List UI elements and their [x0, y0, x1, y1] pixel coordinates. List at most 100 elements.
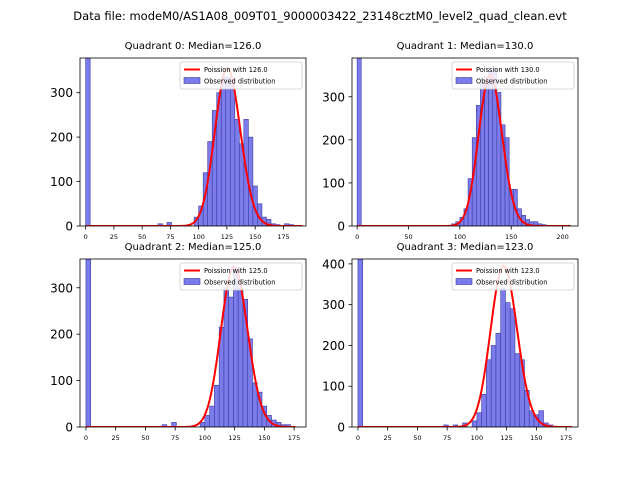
x-tick-label: 75	[166, 233, 174, 241]
x-tick-label: 150	[258, 434, 270, 442]
x-tick-label: 150	[530, 434, 542, 442]
x-tick-label: 25	[110, 233, 118, 241]
x-tick-label: 50	[413, 434, 421, 442]
legend-1: Poission with 130.0 Observed distribution	[451, 61, 575, 90]
histogram-bar[interactable]	[484, 77, 489, 226]
legend-label-observed: Observed distribution	[476, 279, 547, 287]
histogram-bar[interactable]	[229, 83, 236, 226]
plot-area-1	[356, 58, 571, 226]
figure-suptitle: Data file: modeM0/AS1A08_009T01_90000034…	[73, 9, 567, 23]
x-tick-label: 75	[443, 434, 451, 442]
legend-bar-swatch	[455, 77, 473, 84]
legend-label-fit: Poission with 126.0	[204, 66, 268, 74]
poisson-fit-line	[357, 264, 573, 427]
histogram-bar[interactable]	[237, 287, 244, 427]
histogram-bar[interactable]	[495, 332, 501, 427]
subplot-title-2: Quadrant 2: Median=125.0	[125, 242, 262, 253]
histogram-bar[interactable]	[505, 302, 511, 427]
legend-label-observed: Observed distribution	[204, 279, 275, 287]
histogram-bar[interactable]	[85, 58, 91, 226]
y-tick-label: 0	[337, 421, 345, 435]
y-tick-label: 0	[337, 220, 345, 234]
histogram-bar[interactable]	[204, 415, 210, 427]
legend-label-fit: Poission with 125.0	[204, 267, 268, 275]
x-tick-label: 100	[454, 233, 466, 241]
y-tick-label: 100	[322, 176, 345, 190]
x-tick-label: 175	[288, 434, 300, 442]
histogram-bar[interactable]	[85, 259, 92, 427]
histogram-bar[interactable]	[161, 424, 168, 427]
y-tick-label: 0	[65, 220, 73, 234]
histogram-bar[interactable]	[209, 405, 215, 427]
y-tick-label: 300	[50, 281, 73, 295]
legend-bar-swatch	[183, 77, 201, 84]
x-tick-label: 0	[356, 434, 360, 442]
axes-frame-0	[79, 57, 307, 227]
histogram-bar[interactable]	[171, 422, 177, 427]
y-tick-label: 300	[50, 86, 73, 100]
x-tick-label: 125	[228, 434, 240, 442]
histogram-bar[interactable]	[233, 268, 239, 427]
histogram-bar[interactable]	[490, 345, 497, 427]
x-tick-label: 50	[404, 233, 412, 241]
x-tick-label: 0	[84, 434, 88, 442]
subplot-quadrant-1: Quadrant 1: Median=130.0 0 50 100 150 200 0 100…	[322, 41, 579, 241]
y-tick-label: 100	[50, 374, 73, 388]
x-tick-label: 25	[384, 434, 392, 442]
y-tick-label: 200	[50, 328, 73, 342]
x-tick-label: 100	[199, 434, 211, 442]
subplot-quadrant-3: Quadrant 3: Median=123.0 0 25 50 75 100 125 150…	[322, 242, 579, 442]
histogram-bar[interactable]	[356, 58, 362, 226]
legend-label-observed: Observed distribution	[204, 78, 275, 86]
histogram-bar[interactable]	[199, 422, 206, 427]
histogram-bar[interactable]	[500, 288, 506, 427]
x-tick-label: 0	[355, 233, 359, 241]
y-tick-label: 200	[50, 131, 73, 145]
subplot-title-1: Quadrant 1: Median=130.0	[397, 41, 534, 52]
y-tick-label: 100	[50, 175, 73, 189]
legend-label-observed: Observed distribution	[476, 78, 547, 86]
histogram-bar[interactable]	[228, 296, 234, 427]
y-tick-label: 200	[322, 339, 345, 353]
x-tick-label: 0	[84, 233, 88, 241]
x-tick-label: 25	[112, 434, 120, 442]
histogram-bar[interactable]	[538, 410, 544, 427]
x-tick-label: 75	[171, 434, 179, 442]
axes-frame-3	[351, 258, 579, 428]
x-tick-label: 175	[560, 434, 572, 442]
y-tick-label: 300	[322, 90, 345, 104]
x-tick-label: 175	[277, 233, 289, 241]
histogram-bar[interactable]	[486, 359, 492, 427]
histogram-bar[interactable]	[357, 259, 364, 427]
x-tick-label: 125	[500, 434, 512, 442]
histogram-bar[interactable]	[220, 76, 227, 226]
legend-box	[451, 262, 575, 291]
legend-bar-swatch	[455, 278, 473, 285]
poisson-fit-line	[85, 265, 296, 427]
legend-label-fit: Poission with 123.0	[476, 267, 540, 275]
x-tick-label: 125	[221, 233, 233, 241]
axes-frame-1	[351, 57, 579, 227]
histogram-bar[interactable]	[234, 119, 240, 226]
x-tick-label: 100	[471, 434, 483, 442]
legend-3: Poission with 123.0 Observed distribution	[451, 262, 575, 291]
subplot-grid: Quadrant 0: Median=126.0 0 25 50 75 100 125 150…	[50, 41, 579, 442]
x-tick-label: 50	[141, 434, 149, 442]
subplot-title-0: Quadrant 0: Median=126.0	[125, 41, 262, 52]
histogram-bar[interactable]	[509, 308, 516, 427]
histogram-bar[interactable]	[214, 384, 220, 427]
histogram-bar[interactable]	[471, 420, 478, 427]
y-tick-label: 300	[322, 298, 345, 312]
histogram-bar[interactable]	[225, 76, 231, 226]
y-tick-label: 100	[322, 380, 345, 394]
histogram-bar[interactable]	[488, 70, 494, 226]
plot-area-3	[357, 259, 573, 427]
histogram-bar[interactable]	[476, 412, 482, 427]
y-tick-label: 0	[65, 421, 73, 435]
x-tick-label: 200	[556, 233, 568, 241]
histogram-bar[interactable]	[514, 353, 521, 427]
histogram-bar[interactable]	[481, 394, 487, 427]
x-tick-label: 50	[138, 233, 146, 241]
subplot-title-3: Quadrant 3: Median=123.0	[397, 242, 534, 253]
